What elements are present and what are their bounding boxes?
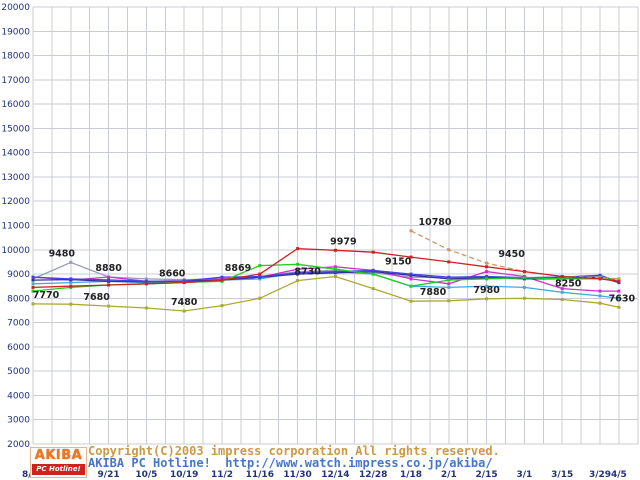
svg-text:6000: 6000 — [7, 343, 30, 353]
svg-text:7630: 7630 — [609, 293, 636, 304]
svg-text:8730: 8730 — [294, 267, 321, 278]
svg-text:2/15: 2/15 — [476, 470, 498, 480]
svg-text:2000: 2000 — [7, 440, 30, 450]
svg-text:8250: 8250 — [555, 278, 582, 289]
svg-text:9000: 9000 — [7, 270, 30, 280]
svg-text:20000: 20000 — [1, 3, 30, 13]
svg-text:10/5: 10/5 — [135, 470, 157, 480]
site-url-text: AKIBA PC Hotline! http://www.watch.impre… — [88, 456, 493, 470]
svg-text:9480: 9480 — [49, 248, 76, 259]
svg-text:18000: 18000 — [1, 52, 30, 62]
svg-text:3000: 3000 — [7, 416, 30, 426]
svg-text:9150: 9150 — [385, 256, 412, 267]
svg-text:10780: 10780 — [418, 217, 451, 228]
svg-text:11/30: 11/30 — [283, 470, 311, 480]
svg-text:11/2: 11/2 — [211, 470, 233, 480]
svg-text:3/1: 3/1 — [516, 470, 532, 480]
svg-text:8000: 8000 — [7, 294, 30, 304]
pc-hotline-logo-text: PC Hotline! — [32, 464, 85, 475]
svg-text:7480: 7480 — [171, 297, 198, 308]
svg-text:10/19: 10/19 — [170, 470, 198, 480]
svg-text:8869: 8869 — [225, 263, 251, 274]
svg-text:4/5: 4/5 — [611, 470, 627, 480]
svg-text:8660: 8660 — [159, 268, 186, 279]
svg-text:12/14: 12/14 — [321, 470, 349, 480]
svg-text:9979: 9979 — [330, 236, 356, 247]
svg-text:7680: 7680 — [83, 292, 110, 303]
svg-text:7980: 7980 — [473, 285, 500, 296]
svg-text:5000: 5000 — [7, 367, 30, 377]
akiba-logo: AKIBA PC Hotline! — [30, 447, 87, 478]
svg-text:1/18: 1/18 — [400, 470, 422, 480]
svg-text:4000: 4000 — [7, 391, 30, 401]
svg-text:17000: 17000 — [1, 76, 30, 86]
svg-text:11/16: 11/16 — [246, 470, 274, 480]
svg-text:14000: 14000 — [1, 149, 30, 159]
svg-text:16000: 16000 — [1, 100, 30, 110]
svg-text:10000: 10000 — [1, 246, 30, 256]
svg-text:12000: 12000 — [1, 197, 30, 207]
svg-text:11000: 11000 — [1, 222, 30, 232]
svg-text:15000: 15000 — [1, 124, 30, 134]
svg-text:3/29: 3/29 — [589, 470, 611, 480]
svg-text:9450: 9450 — [498, 249, 525, 260]
akiba-logo-text: AKIBA — [34, 448, 83, 463]
copyright-text: Copyright(C)2003 impress corporation All… — [88, 444, 500, 458]
svg-text:8880: 8880 — [95, 263, 122, 274]
svg-text:9/21: 9/21 — [98, 470, 120, 480]
svg-text:7000: 7000 — [7, 319, 30, 329]
svg-text:7770: 7770 — [33, 290, 60, 301]
svg-text:12/28: 12/28 — [359, 470, 387, 480]
svg-text:2/1: 2/1 — [441, 470, 457, 480]
svg-text:19000: 19000 — [1, 27, 30, 37]
svg-text:3/15: 3/15 — [551, 470, 573, 480]
svg-text:7880: 7880 — [420, 287, 447, 298]
svg-text:13000: 13000 — [1, 173, 30, 183]
